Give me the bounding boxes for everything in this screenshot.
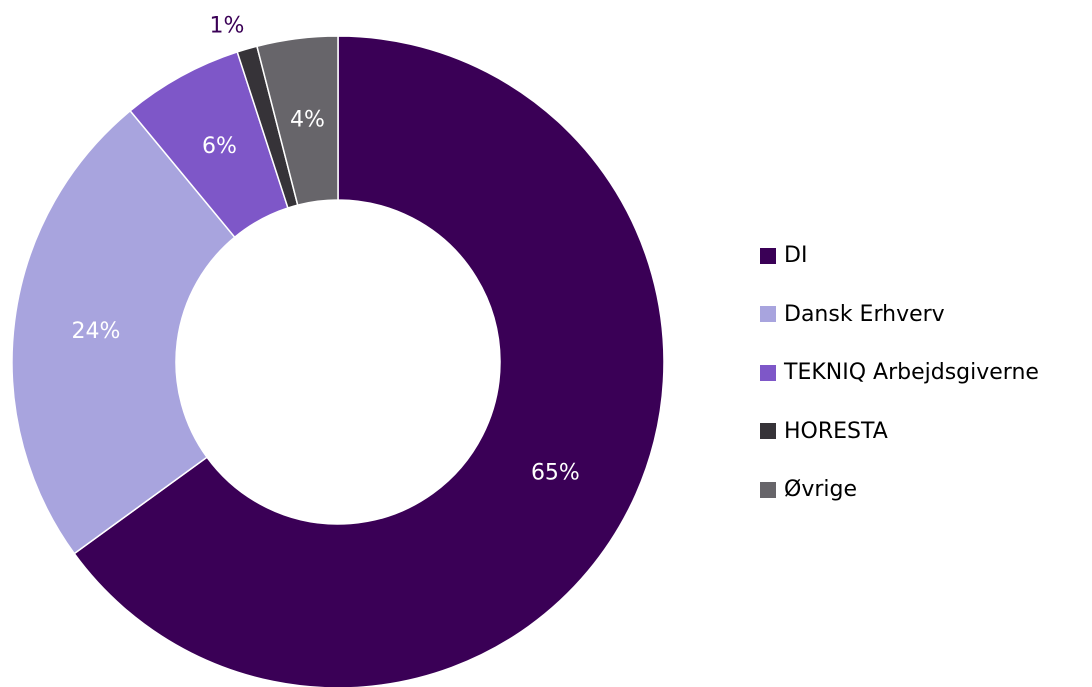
legend-item-horesta: HORESTA xyxy=(760,414,1090,449)
legend-item-tekniq: TEKNIQ Arbejdsgiverne xyxy=(760,355,1090,390)
legend-label-horesta: HORESTA xyxy=(784,418,888,444)
chart-legend: DI Dansk Erhverv TEKNIQ Arbejdsgiverne H… xyxy=(760,238,1090,531)
legend-swatch-di xyxy=(760,247,776,264)
legend-item-dansk-erhverv: Dansk Erhverv xyxy=(760,297,1090,332)
donut-slice-labels: 65% 24% 6% 1% 4% xyxy=(71,14,579,486)
legend-item-ovrige: Øvrige xyxy=(760,472,1090,507)
slice-label-di: 65% xyxy=(531,460,580,485)
donut-slices xyxy=(11,35,665,687)
slice-label-tekniq-arbejdsgiverne: 6% xyxy=(202,134,237,159)
legend-swatch-dansk-erhverv xyxy=(760,306,776,322)
legend-label-dansk-erhverv: Dansk Erhverv xyxy=(784,301,945,327)
legend-item-di: DI xyxy=(760,238,1090,273)
slice-label-dansk-erhverv: 24% xyxy=(71,319,120,344)
slice-di xyxy=(73,35,665,687)
legend-label-ovrige: Øvrige xyxy=(784,477,857,502)
donut-plot-area: 65% 24% 6% 1% 4% xyxy=(11,14,665,687)
legend-label-tekniq: TEKNIQ Arbejdsgiverne xyxy=(784,360,1039,385)
legend-swatch-ovrige xyxy=(760,481,776,498)
slice-dansk-erhverv xyxy=(11,109,236,555)
legend-swatch-tekniq xyxy=(760,364,776,381)
legend-label-di: DI xyxy=(784,243,808,268)
slice-label-ovrige: 4% xyxy=(290,107,325,132)
legend-swatch-horesta xyxy=(760,423,776,439)
slice-ovrige xyxy=(256,35,339,207)
slice-label-horesta: 1% xyxy=(210,14,245,39)
